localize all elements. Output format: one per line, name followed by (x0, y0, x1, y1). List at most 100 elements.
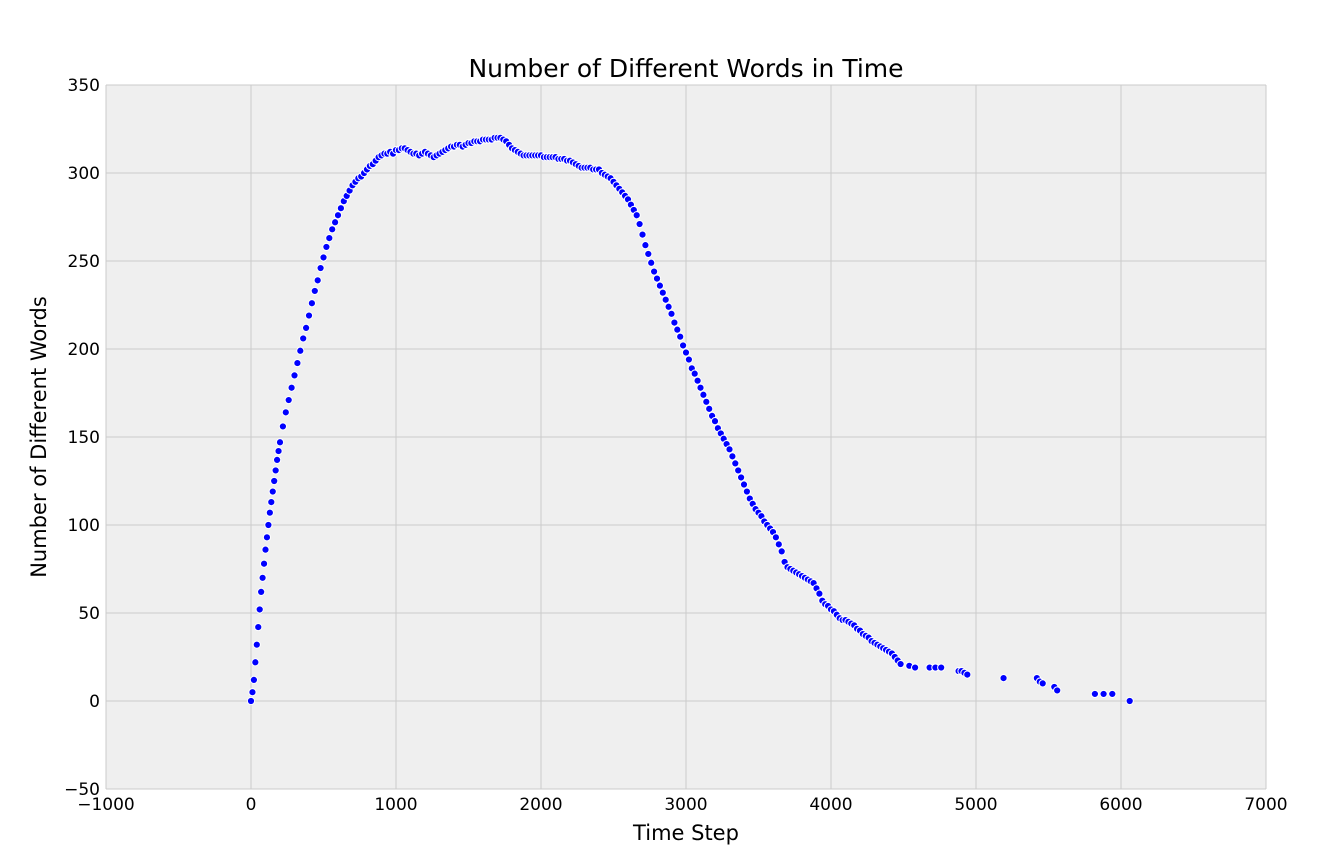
data-point (258, 573, 267, 582)
data-point (670, 318, 679, 327)
data-point (638, 230, 647, 239)
data-point (739, 480, 749, 489)
data-point (635, 219, 644, 229)
data-point (1053, 686, 1062, 695)
data-point (264, 520, 273, 530)
data-point (1099, 689, 1108, 699)
data-point (254, 622, 263, 632)
data-point (316, 263, 325, 273)
data-point (325, 234, 334, 243)
data-point (252, 640, 261, 649)
data-point (273, 455, 282, 464)
data-point (664, 302, 673, 311)
x-tick-label: −1000 (77, 795, 135, 815)
data-point (1090, 689, 1100, 699)
data-point (641, 241, 650, 250)
data-point (1125, 696, 1134, 706)
x-tick-labels: −1000 0 1000 2000 3000 4000 5000 6000 7000 (77, 795, 1287, 815)
data-point (1038, 679, 1047, 688)
data-point (774, 540, 783, 549)
data-point (1108, 689, 1117, 699)
data-point (963, 670, 972, 679)
data-point (262, 533, 272, 542)
data-point (307, 299, 316, 308)
y-tick-label: 0 (89, 692, 100, 712)
x-tick-label: 5000 (954, 795, 997, 815)
data-point (255, 605, 264, 614)
data-point (679, 341, 688, 350)
data-point (650, 267, 659, 276)
data-point (710, 417, 720, 426)
data-point (246, 696, 256, 706)
data-point (278, 422, 287, 431)
data-point (259, 559, 269, 568)
data-point (681, 348, 691, 357)
data-point (728, 452, 737, 461)
data-point (632, 211, 641, 220)
y-tick-label: 100 (68, 516, 100, 536)
data-point (896, 659, 905, 669)
x-tick-label: 3000 (664, 795, 707, 815)
y-tick-label: 150 (68, 428, 100, 448)
data-point (293, 358, 302, 368)
y-tick-label: 200 (68, 340, 100, 360)
data-point (333, 211, 343, 220)
data-point (705, 404, 714, 413)
y-tick-label: −50 (64, 780, 100, 800)
data-point (261, 545, 270, 554)
data-point (267, 498, 276, 507)
data-point (655, 281, 665, 290)
y-tick-label: 350 (68, 76, 100, 96)
x-tick-label: 4000 (809, 795, 852, 815)
data-point (673, 325, 682, 334)
data-point (658, 288, 667, 297)
data-point (313, 276, 322, 285)
data-point (777, 547, 786, 556)
data-point (331, 218, 340, 227)
x-tick-label: 2000 (519, 795, 562, 815)
data-point (696, 383, 705, 392)
data-point (742, 487, 752, 496)
data-point (249, 675, 258, 684)
data-point (271, 466, 280, 475)
data-point (661, 295, 670, 304)
data-point (815, 589, 824, 598)
data-point (328, 225, 337, 234)
chart-title: Number of Different Words in Time (468, 54, 903, 83)
data-point (304, 311, 314, 320)
y-axis-title: Number of Different Words (27, 296, 51, 578)
data-point (911, 663, 920, 672)
x-axis-title: Time Step (632, 821, 739, 845)
data-point (652, 274, 662, 283)
data-point (699, 390, 708, 399)
data-point (336, 204, 345, 213)
data-point (647, 258, 656, 267)
data-point (322, 242, 331, 252)
data-point (268, 487, 277, 496)
data-point (257, 587, 266, 596)
data-point (702, 397, 711, 406)
data-point (248, 688, 257, 697)
data-point (734, 466, 743, 475)
data-point (690, 369, 699, 378)
data-point (644, 249, 653, 259)
data-point (725, 445, 734, 454)
data-point (290, 371, 299, 380)
data-point (251, 658, 260, 667)
data-point (937, 663, 946, 672)
y-tick-label: 300 (68, 164, 100, 184)
data-point (771, 533, 781, 542)
data-point (296, 346, 305, 355)
data-point (684, 355, 694, 364)
data-point (999, 674, 1008, 683)
data-point (275, 438, 285, 447)
data-point (319, 253, 328, 262)
data-point (310, 286, 319, 296)
data-point (281, 408, 290, 417)
x-tick-label: 6000 (1099, 795, 1142, 815)
y-tick-label: 250 (68, 252, 100, 272)
data-point (299, 334, 308, 343)
data-point (284, 395, 293, 405)
y-tick-label: 50 (78, 604, 100, 624)
x-tick-label: 0 (246, 795, 257, 815)
